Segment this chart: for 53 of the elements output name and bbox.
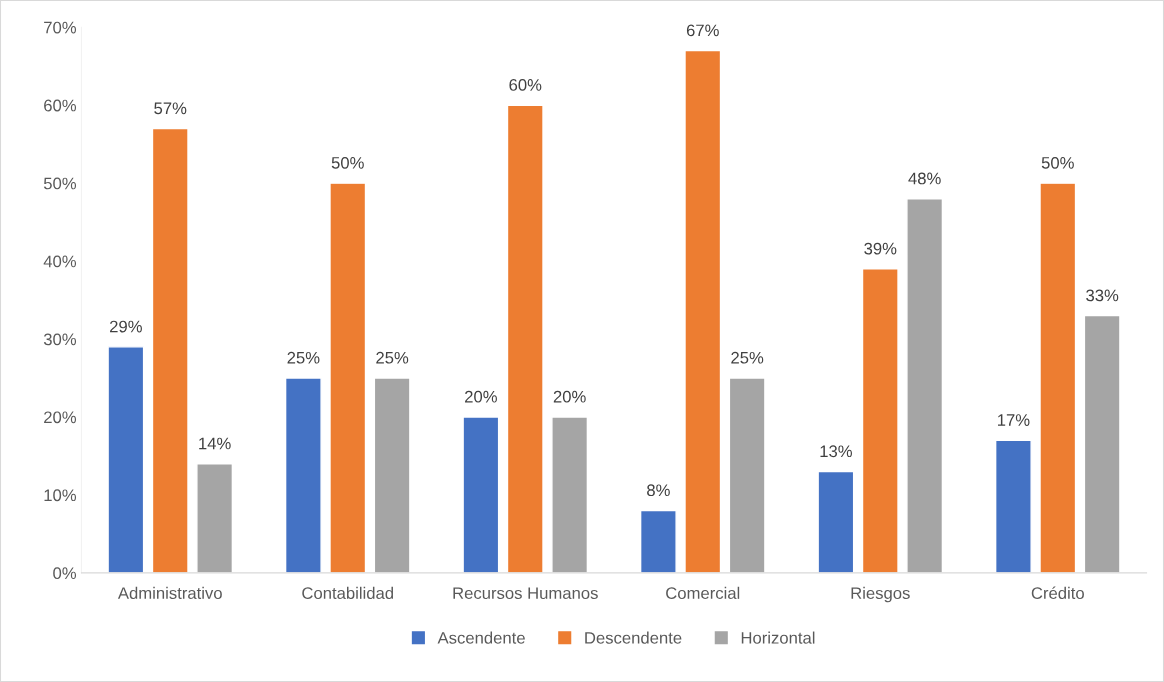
data-label: 60%	[509, 79, 542, 91]
data-label: 25%	[287, 351, 320, 364]
data-label: 17%	[998, 414, 1030, 426]
bar	[329, 182, 367, 573]
x-tick-label: Crédito	[1031, 586, 1084, 600]
x-tick-label: Comercial	[666, 586, 740, 600]
y-tick-label: 60%	[44, 99, 77, 112]
data-label: 29%	[110, 320, 142, 333]
data-label: 13%	[820, 445, 852, 458]
bar	[728, 377, 766, 573]
legend-label: Ascendente	[437, 631, 525, 644]
x-tick-label: Contabilidad	[302, 586, 393, 600]
y-tick-label: 30%	[43, 333, 77, 346]
bar	[151, 127, 189, 573]
bar	[906, 198, 944, 573]
bar	[861, 268, 899, 573]
bar	[994, 439, 1032, 573]
data-label: 33%	[1086, 289, 1119, 302]
bar	[107, 346, 145, 573]
data-label: 50%	[1041, 156, 1074, 169]
x-tick-label: Administrativo	[117, 586, 222, 600]
data-label: 14%	[199, 437, 231, 450]
bar	[284, 377, 322, 573]
data-label: 20%	[465, 390, 497, 403]
bar	[1039, 182, 1077, 573]
x-tick-label: Recursos Humanos	[453, 587, 598, 600]
bar	[506, 104, 544, 573]
data-label: 25%	[731, 351, 764, 364]
y-tick-label: 40%	[43, 255, 77, 268]
data-label: 57%	[154, 102, 187, 115]
bar	[551, 416, 589, 573]
data-label: 39%	[864, 242, 897, 255]
y-tick-label: 20%	[44, 411, 77, 424]
bar	[196, 463, 234, 573]
bar	[684, 49, 722, 573]
bar	[373, 377, 411, 573]
data-label: 48%	[908, 172, 941, 185]
legend-label: Horizontal	[741, 631, 815, 644]
y-tick-label: 70%	[44, 21, 77, 34]
bar	[462, 416, 500, 573]
x-tick-label: Riesgos	[851, 586, 910, 603]
data-label: 20%	[553, 390, 586, 403]
y-tick-label: 50%	[43, 177, 77, 190]
data-label: 67%	[686, 24, 719, 37]
y-tick-label: 0%	[53, 567, 77, 580]
bar	[817, 470, 855, 573]
data-label: 50%	[331, 156, 364, 169]
bar	[1083, 314, 1121, 573]
y-tick-label: 10%	[44, 489, 77, 502]
data-label: 8%	[647, 484, 670, 497]
legend-label: Descendente	[585, 631, 682, 644]
data-label: 25%	[376, 351, 409, 364]
bar	[639, 509, 677, 573]
